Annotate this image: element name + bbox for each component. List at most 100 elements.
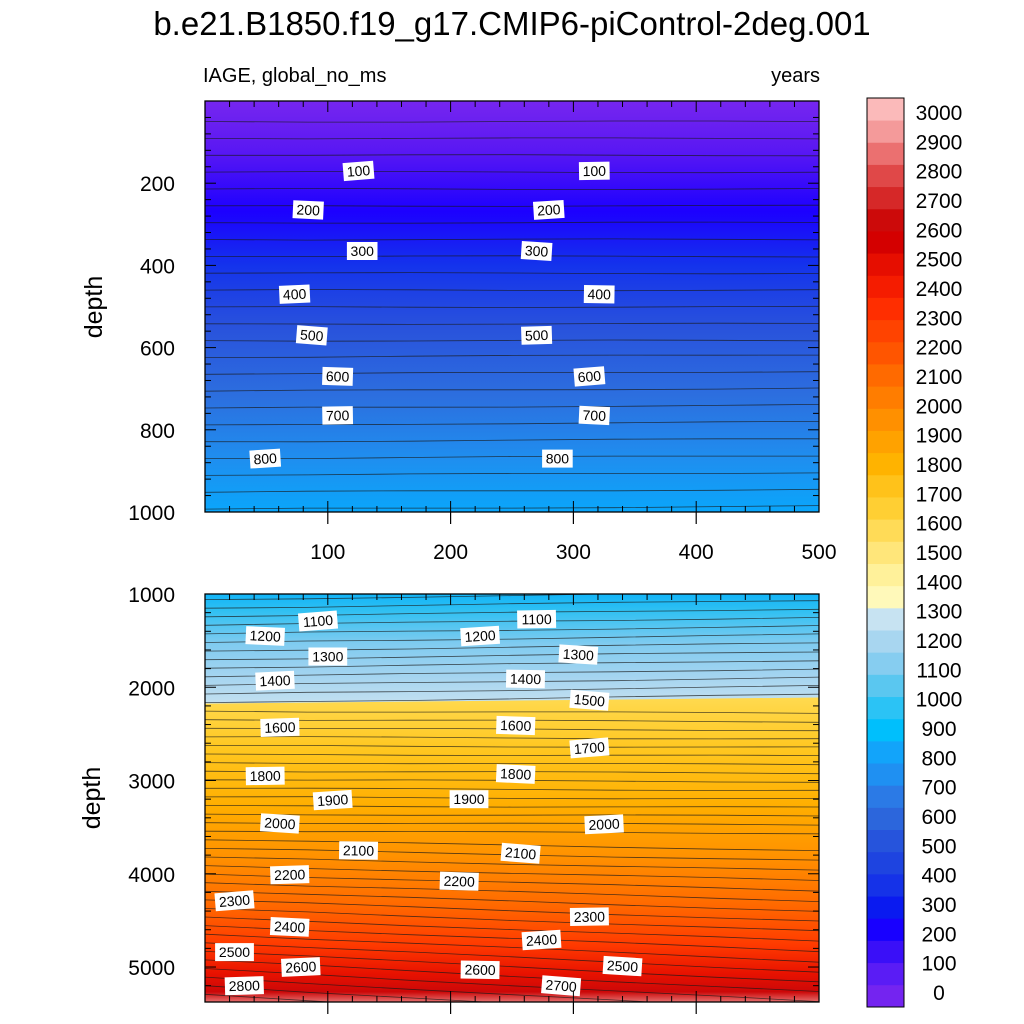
contour-label-box bbox=[260, 717, 300, 738]
contour-line bbox=[205, 762, 819, 766]
contour-label-text: 2500 bbox=[219, 944, 250, 960]
contour-label: 500 bbox=[521, 325, 553, 345]
contour-line bbox=[205, 238, 819, 241]
contour-line bbox=[205, 685, 819, 695]
colorbar-label: 3000 bbox=[916, 102, 963, 125]
contour-label: 200 bbox=[532, 199, 565, 220]
colorbar-swatch bbox=[867, 253, 904, 276]
colorbar-swatch bbox=[867, 696, 904, 720]
contour-line bbox=[205, 137, 819, 140]
contour-line bbox=[205, 371, 819, 375]
contour-label: 2600 bbox=[280, 957, 321, 977]
upper-contour-labels: 100 100 200 200 300 300 400 400 500 500 600 600 700 7… bbox=[249, 160, 615, 469]
contour-label-box bbox=[500, 842, 541, 864]
contour-label-box bbox=[541, 975, 582, 997]
contour-label: 1300 bbox=[558, 644, 599, 665]
colorbar-label: 1200 bbox=[916, 630, 963, 653]
contour-label: 700 bbox=[322, 406, 354, 425]
contour-line bbox=[205, 305, 819, 308]
contour-label: 600 bbox=[573, 366, 606, 387]
colorbar-swatch bbox=[867, 984, 904, 1008]
contour-label-text: 2800 bbox=[228, 977, 260, 994]
contour-label-box bbox=[249, 448, 282, 469]
contour-label: 1800 bbox=[495, 764, 536, 784]
colorbar-swatch bbox=[867, 231, 904, 254]
y-tick-label: 2000 bbox=[128, 677, 175, 700]
contour-label-text: 800 bbox=[253, 450, 278, 467]
x-tick-label: 200 bbox=[433, 541, 468, 564]
colorbar-swatch bbox=[867, 408, 904, 431]
contour-label-text: 300 bbox=[524, 242, 549, 259]
contour-line bbox=[205, 882, 819, 902]
colorbar-swatch bbox=[867, 630, 904, 653]
contour-label: 800 bbox=[249, 448, 282, 469]
colorbar-swatch bbox=[867, 474, 904, 498]
contour-line bbox=[205, 753, 819, 756]
contour-label-box bbox=[255, 670, 295, 691]
contour-label-text: 1900 bbox=[453, 791, 484, 807]
contour-label: 1600 bbox=[496, 715, 536, 736]
contour-label-box bbox=[542, 449, 573, 468]
colorbar-swatch bbox=[867, 519, 904, 542]
contour-label-text: 1300 bbox=[312, 649, 343, 665]
colorbar-swatch bbox=[867, 652, 904, 675]
contour-label-text: 1100 bbox=[302, 612, 333, 630]
contour-label-text: 500 bbox=[525, 327, 549, 344]
contour-line bbox=[205, 221, 819, 224]
contour-label-box bbox=[584, 814, 624, 835]
contour-label: 2100 bbox=[500, 842, 541, 864]
contour-label-box bbox=[521, 325, 553, 345]
contour-label-box bbox=[439, 871, 479, 891]
colorbar-swatch bbox=[867, 851, 904, 875]
contour-label-box bbox=[460, 625, 501, 647]
contour-line bbox=[205, 976, 656, 1002]
contour-label: 1200 bbox=[460, 625, 501, 647]
contour-label-box bbox=[278, 284, 311, 304]
contour-label-text: 2200 bbox=[443, 873, 475, 890]
colorbar-swatch bbox=[867, 718, 904, 742]
colorbar-swatch bbox=[867, 962, 904, 986]
contour-label-text: 300 bbox=[351, 243, 375, 259]
contour-line bbox=[205, 404, 819, 409]
contour-label-text: 1400 bbox=[259, 672, 291, 689]
contour-label-box bbox=[505, 669, 546, 689]
y-tick-label: 1000 bbox=[128, 502, 175, 525]
colorbar-swatch bbox=[867, 918, 904, 941]
colorbar-swatch bbox=[867, 452, 904, 476]
colorbar-label: 800 bbox=[921, 747, 956, 770]
contour-label: 600 bbox=[322, 366, 354, 386]
contour-label-text: 1700 bbox=[573, 739, 606, 757]
contour-line bbox=[205, 472, 819, 476]
contour-line bbox=[205, 505, 819, 510]
contour-line bbox=[205, 272, 819, 275]
contour-line bbox=[205, 993, 338, 1002]
contour-line bbox=[205, 154, 819, 157]
colorbar-label: 500 bbox=[921, 835, 956, 858]
y-tick-label: 600 bbox=[140, 338, 175, 361]
colorbar-swatch bbox=[867, 386, 904, 409]
contour-label-text: 1600 bbox=[264, 719, 296, 736]
contour-label: 2700 bbox=[541, 975, 582, 997]
contour-label-box bbox=[259, 813, 300, 834]
contour-line bbox=[205, 693, 819, 703]
lower-contour-labels: 1100 1100 1200 1200 1300 1300 1400 1400 1500 1600… bbox=[214, 609, 643, 997]
colorbar-label: 1000 bbox=[916, 689, 963, 712]
contour-line bbox=[205, 625, 819, 635]
colorbar-label: 1900 bbox=[916, 425, 963, 448]
contour-label: 1200 bbox=[245, 626, 286, 646]
contour-label-box bbox=[245, 766, 285, 786]
contour-label-text: 2700 bbox=[545, 977, 578, 995]
colorbar-label: 1400 bbox=[916, 571, 963, 594]
contour-label-box bbox=[569, 689, 610, 711]
contour-label-text: 2600 bbox=[464, 962, 496, 978]
colorbar-label: 1600 bbox=[916, 513, 963, 536]
contour-label: 2200 bbox=[439, 871, 479, 891]
contour-line bbox=[205, 985, 492, 1002]
contour-label-text: 1900 bbox=[317, 791, 349, 809]
contour-label-text: 2600 bbox=[285, 958, 317, 975]
contour-label: 1400 bbox=[505, 669, 546, 689]
colorbar-label: 1100 bbox=[916, 659, 961, 682]
contour-label-box bbox=[215, 943, 254, 962]
upper-contour-lines bbox=[205, 120, 819, 510]
upper-ticks: 100 200 300 400 500 200 400 600 800 1000 bbox=[128, 100, 837, 564]
